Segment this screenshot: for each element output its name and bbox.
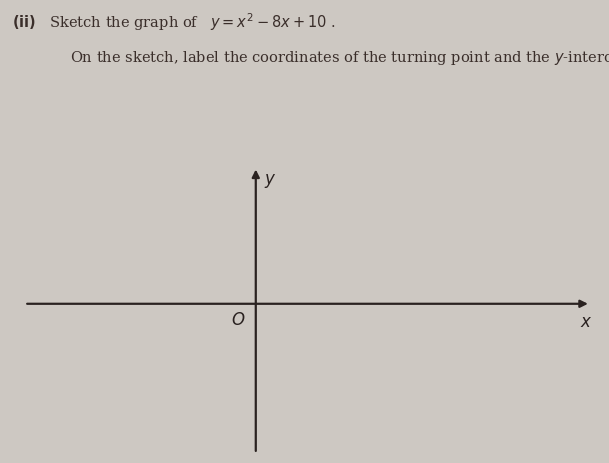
Text: x: x xyxy=(581,313,591,331)
Text: y: y xyxy=(265,170,275,188)
Text: O: O xyxy=(231,312,245,330)
Text: On the sketch, label the coordinates of the turning point and the $y$-intercept.: On the sketch, label the coordinates of … xyxy=(70,49,609,67)
Text: $\bf{(ii)}$   Sketch the graph of   $y = x^2 - 8x + 10$ .: $\bf{(ii)}$ Sketch the graph of $y = x^2… xyxy=(12,12,336,33)
